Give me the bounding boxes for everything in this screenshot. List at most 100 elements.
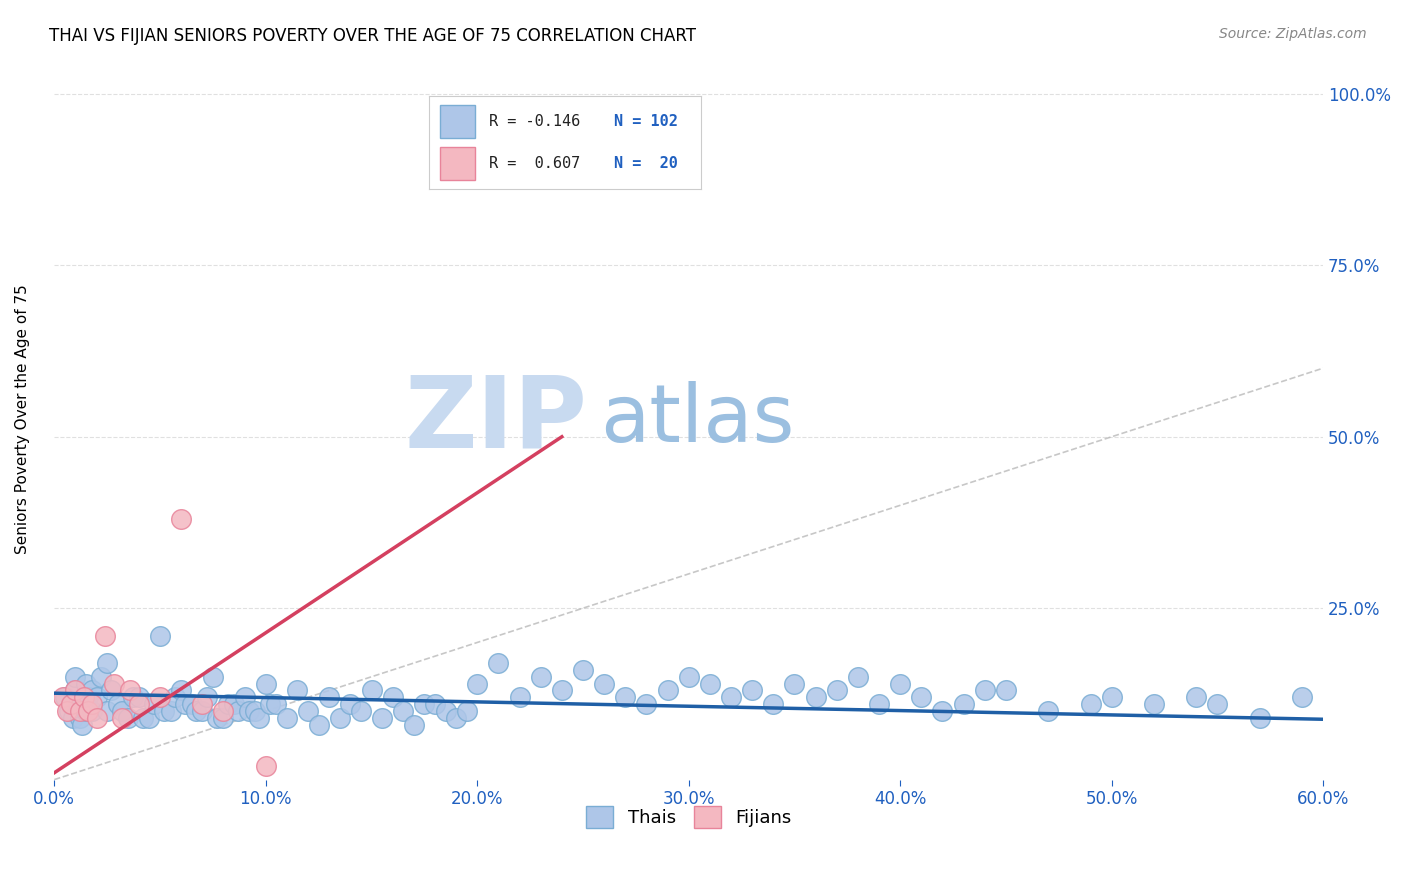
Point	[952, 697, 974, 711]
Point	[69, 704, 91, 718]
Point	[82, 704, 104, 718]
Point	[249, 711, 271, 725]
Point	[174, 697, 197, 711]
Point	[142, 697, 165, 711]
Point	[117, 711, 139, 725]
Point	[75, 704, 97, 718]
Point	[402, 718, 425, 732]
Point	[486, 656, 509, 670]
Point	[318, 690, 340, 705]
Point	[62, 711, 84, 725]
Point	[259, 697, 281, 711]
Point	[1185, 690, 1208, 705]
Point	[238, 704, 260, 718]
Point	[868, 697, 890, 711]
Point	[111, 711, 134, 725]
Point	[720, 690, 742, 705]
Point	[973, 683, 995, 698]
Point	[287, 683, 309, 698]
Point	[846, 670, 869, 684]
Point	[276, 711, 298, 725]
Text: THAI VS FIJIAN SENIORS POVERTY OVER THE AGE OF 75 CORRELATION CHART: THAI VS FIJIAN SENIORS POVERTY OVER THE …	[49, 27, 696, 45]
Point	[636, 697, 658, 711]
Point	[381, 690, 404, 705]
Point	[103, 676, 125, 690]
Point	[70, 718, 93, 732]
Point	[56, 704, 79, 718]
Point	[52, 690, 75, 705]
Point	[73, 690, 96, 705]
Point	[910, 690, 932, 705]
Point	[65, 670, 87, 684]
Point	[96, 656, 118, 670]
Point	[350, 704, 373, 718]
Point	[889, 676, 911, 690]
Point	[931, 704, 953, 718]
Point	[465, 676, 488, 690]
Point	[121, 690, 143, 705]
Point	[1080, 697, 1102, 711]
Point	[825, 683, 848, 698]
Point	[572, 663, 595, 677]
Point	[195, 690, 218, 705]
Point	[1143, 697, 1166, 711]
Point	[1101, 690, 1123, 705]
Point	[82, 683, 104, 698]
Point	[82, 697, 104, 711]
Point	[65, 683, 87, 698]
Point	[170, 683, 193, 698]
Point	[1206, 697, 1229, 711]
Point	[699, 676, 721, 690]
Point	[184, 704, 207, 718]
Point	[180, 697, 202, 711]
Point	[53, 690, 76, 705]
Point	[423, 697, 446, 711]
Point	[132, 711, 155, 725]
Point	[111, 704, 134, 718]
Point	[107, 697, 129, 711]
Point	[217, 697, 239, 711]
Point	[308, 718, 330, 732]
Point	[1038, 704, 1060, 718]
Point	[138, 711, 160, 725]
Point	[509, 107, 531, 121]
Point	[339, 697, 361, 711]
Point	[657, 683, 679, 698]
Point	[75, 676, 97, 690]
Point	[434, 704, 457, 718]
Point	[212, 711, 235, 725]
Point	[170, 512, 193, 526]
Point	[392, 704, 415, 718]
Point	[456, 704, 478, 718]
Point	[94, 629, 117, 643]
Point	[254, 759, 277, 773]
Y-axis label: Seniors Poverty Over the Age of 75: Seniors Poverty Over the Age of 75	[15, 285, 30, 555]
Point	[614, 690, 637, 705]
Point	[60, 697, 83, 711]
Point	[509, 690, 531, 705]
Point	[58, 704, 80, 718]
Point	[163, 690, 186, 705]
Point	[149, 629, 172, 643]
Point	[360, 683, 382, 698]
Point	[413, 697, 436, 711]
Point	[120, 683, 142, 698]
Point	[100, 683, 122, 698]
Point	[994, 683, 1017, 698]
Point	[153, 704, 176, 718]
Point	[191, 697, 214, 711]
Point	[233, 690, 256, 705]
Point	[371, 711, 394, 725]
Point	[201, 670, 224, 684]
Point	[297, 704, 319, 718]
Point	[1291, 690, 1313, 705]
Point	[245, 704, 267, 718]
Point	[783, 676, 806, 690]
Point	[86, 711, 108, 725]
Legend: Thais, Fijians: Thais, Fijians	[579, 799, 799, 836]
Point	[159, 704, 181, 718]
Point	[205, 711, 228, 725]
Point	[226, 704, 249, 718]
Point	[212, 704, 235, 718]
Point	[77, 704, 100, 718]
